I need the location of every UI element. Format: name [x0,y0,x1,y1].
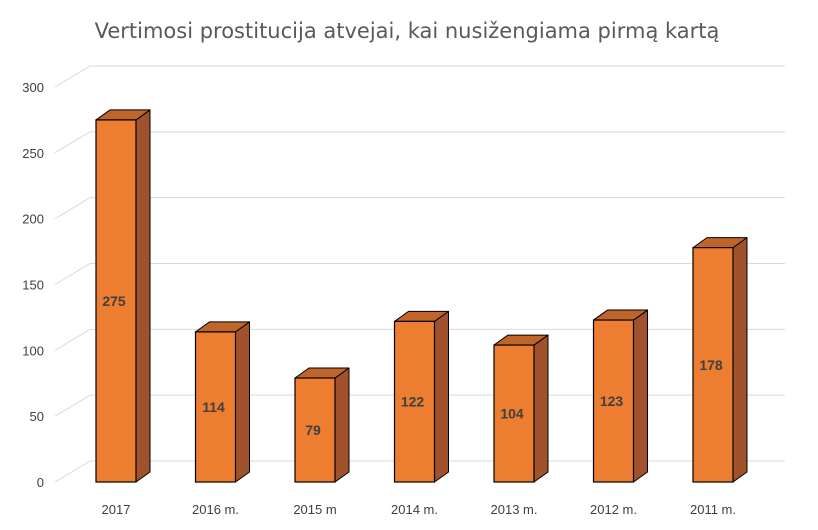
gridline-depth [54,65,91,88]
y-tick-label: 300 [22,80,44,95]
bar-side [334,367,350,483]
y-tick-label: 200 [22,212,44,227]
bar-side [135,109,151,483]
gridline-depth [54,328,91,351]
bar-side [633,309,648,483]
x-axis: 2017 2016 m. 2015 m 2014 m. 2013 m. 2012 m. 20… [102,502,736,517]
bar [692,247,734,483]
gridline-depth [54,197,91,220]
bar-side [434,310,449,483]
x-tick-label: 2012 m. [590,502,637,517]
gridline-depth [54,460,91,483]
x-tick-label: 2011 m. [690,502,736,517]
data-label: 178 [699,357,723,373]
y-tick-label: 100 [22,343,44,358]
data-label: 104 [500,406,524,422]
bar-side [235,321,250,483]
x-tick-label: 2015 m [293,502,336,517]
data-label: 79 [305,422,321,438]
bar [294,377,336,483]
x-tick-label: 2017 [102,502,131,517]
chart-title: Vertimosi prostitucija atvejai, kai nusi… [95,19,720,43]
y-tick-label: 50 [30,409,44,424]
x-tick-label: 2014 m. [391,502,438,517]
y-axis: 0 50 100 150 200 250 300 [22,80,44,490]
gridline-depth [54,394,91,417]
bars: 275 114 79 122 104 123 178 [95,109,748,483]
y-tick-label: 0 [37,475,44,490]
bar [393,320,436,483]
bar [592,319,635,483]
gridline-depth [54,263,91,285]
bar-side [533,334,549,483]
bar [95,119,137,483]
bar [493,344,535,483]
y-tick-label: 150 [22,278,44,293]
x-tick-label: 2016 m. [192,502,239,517]
data-label: 123 [600,393,624,409]
bar-side [732,237,748,483]
gridline-depth [54,131,91,154]
y-tick-label: 250 [22,146,44,161]
data-label: 114 [202,399,225,415]
data-label: 275 [102,293,126,309]
data-label: 122 [401,394,425,410]
bar [194,331,237,483]
x-tick-label: 2013 m. [491,502,538,517]
